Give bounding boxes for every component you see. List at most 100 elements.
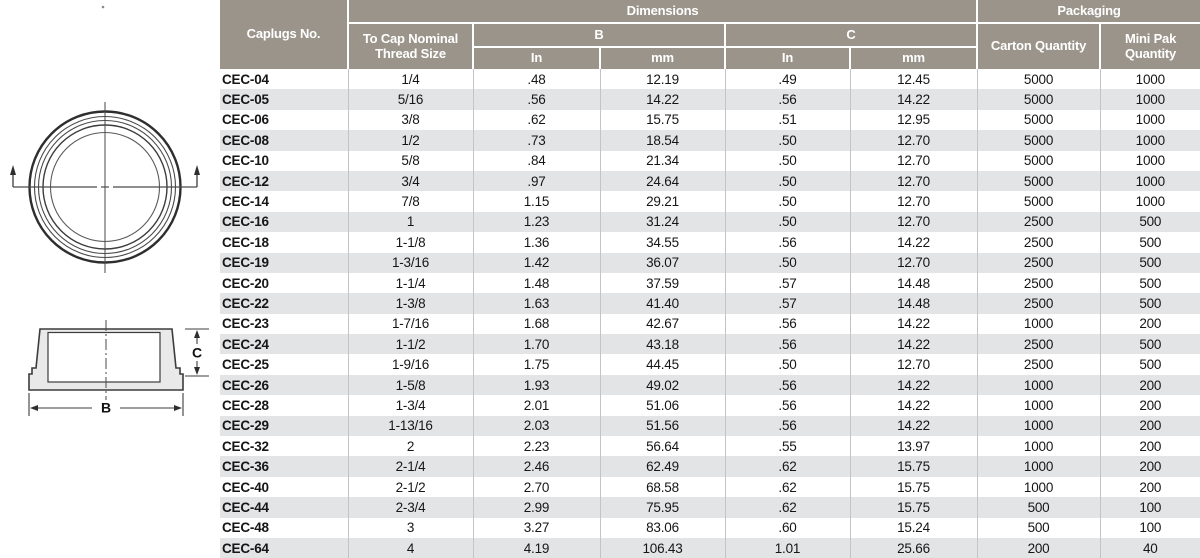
cell-carton: 2500	[976, 252, 1101, 273]
cell-b-mm: 43.18	[599, 334, 725, 355]
cap-top-view-diagram	[10, 5, 200, 273]
cell-thread: 1-7/16	[347, 313, 473, 335]
cell-mini-pak: 200	[1099, 415, 1200, 437]
cell-carton: 1000	[976, 436, 1101, 457]
cell-thread: 1-3/4	[347, 395, 473, 416]
cell-c-in: .55	[724, 436, 850, 457]
cell-thread: 1-13/16	[347, 415, 473, 437]
header-c-in: In	[725, 47, 851, 69]
cell-b-mm: 75.95	[599, 497, 725, 518]
cell-mini-pak: 1000	[1099, 69, 1200, 90]
table-row: CEC-19 1-3/16 1.42 36.07.50 12.70 2500 500	[220, 252, 1200, 273]
cell-mini-pak: 200	[1099, 436, 1200, 457]
cell-mini-pak: 40	[1099, 537, 1200, 558]
spec-table-header: Caplugs No. Dimensions Packaging To Cap …	[220, 0, 1200, 69]
cell-c-mm: 12.70	[849, 150, 978, 171]
cell-c-in: .50	[724, 170, 850, 192]
cell-thread: 1-1/8	[347, 232, 473, 253]
cell-mini-pak: 1000	[1099, 89, 1200, 110]
cell-thread: 5/8	[347, 150, 473, 171]
cell-b-in: 1.70	[472, 334, 600, 355]
cell-carton: 5000	[976, 130, 1101, 151]
cell-no: CEC-32	[222, 438, 269, 454]
cell-b-in: .56	[472, 89, 600, 110]
cell-b-in: .62	[472, 109, 600, 131]
table-row: CEC-48 3 3.27 83.06.60 15.24 500 100	[220, 517, 1200, 538]
cell-b-in: 1.15	[472, 191, 600, 212]
cell-no: CEC-64	[222, 540, 269, 556]
cell-carton: 1000	[976, 456, 1101, 477]
cell-b-mm: 62.49	[599, 456, 725, 477]
cell-carton: 5000	[976, 69, 1101, 90]
cell-thread: 1/2	[347, 130, 473, 151]
cell-no: CEC-06	[222, 112, 269, 128]
cell-c-in: .56	[724, 232, 850, 253]
cell-thread: 1-3/8	[347, 293, 473, 314]
header-carton-qty: Carton Quantity	[977, 23, 1102, 69]
cell-mini-pak: 1000	[1099, 170, 1200, 192]
cell-c-mm: 14.22	[849, 415, 978, 437]
cell-mini-pak: 200	[1099, 374, 1200, 396]
cell-no: CEC-25	[222, 357, 269, 373]
cell-no: CEC-20	[222, 275, 269, 291]
table-row: CEC-36 2-1/4 2.46 62.49.62 15.75 1000 200	[220, 456, 1200, 477]
cell-b-in: 3.27	[472, 517, 600, 538]
cell-c-mm: 12.70	[849, 170, 978, 192]
cell-no: CEC-44	[222, 499, 269, 515]
cell-c-mm: 12.70	[849, 354, 978, 375]
cell-c-in: .50	[724, 211, 850, 233]
cell-carton: 1000	[976, 313, 1101, 335]
cell-b-in: 1.63	[472, 293, 600, 314]
table-row: CEC-20 1-1/4 1.48 37.59.57 14.48 2500 500	[220, 272, 1200, 294]
cell-c-in: 1.01	[724, 537, 850, 558]
cell-c-in: .56	[724, 313, 850, 335]
header-b: B	[473, 23, 726, 48]
table-row: CEC-04 1/4.48 12.19.49 12.45 5000 1000	[220, 69, 1200, 90]
cell-mini-pak: 500	[1099, 211, 1200, 233]
cell-carton: 5000	[976, 89, 1101, 110]
table-row: CEC-44 2-3/4 2.99 75.95.62 15.75 500 100	[220, 497, 1200, 518]
cell-mini-pak: 100	[1099, 517, 1200, 538]
cell-no: CEC-40	[222, 479, 269, 495]
cell-no: CEC-14	[222, 194, 269, 210]
cell-mini-pak: 500	[1099, 354, 1200, 375]
table-row: CEC-22 1-3/8 1.63 41.40.57 14.48 2500 500	[220, 293, 1200, 314]
cell-c-in: .56	[724, 395, 850, 416]
table-row: CEC-26 1-5/8 1.93 49.02.56 14.22 1000 200	[220, 374, 1200, 396]
cell-b-mm: 31.24	[599, 211, 725, 233]
cell-no: CEC-05	[222, 92, 269, 108]
cell-c-mm: 15.75	[849, 476, 978, 498]
cell-b-mm: 14.22	[599, 89, 725, 110]
cell-b-in: 1.36	[472, 232, 600, 253]
cell-c-in: .50	[724, 130, 850, 151]
cell-c-in: .56	[724, 374, 850, 396]
cell-carton: 2500	[976, 354, 1101, 375]
cell-c-in: .56	[724, 415, 850, 437]
cell-b-in: 1.75	[472, 354, 600, 375]
table-row: CEC-12 3/4.97 24.64.50 12.70 5000 1000	[220, 170, 1200, 192]
cell-thread: 2-3/4	[347, 497, 473, 518]
cell-mini-pak: 500	[1099, 334, 1200, 355]
cell-carton: 2500	[976, 232, 1101, 253]
cell-c-mm: 12.70	[849, 130, 978, 151]
table-row: CEC-08 1/2.73 18.54.50 12.70 5000 1000	[220, 130, 1200, 151]
cell-b-mm: 51.06	[599, 395, 725, 416]
cell-b-mm: 51.56	[599, 415, 725, 437]
header-c-mm: mm	[850, 47, 979, 69]
cell-b-mm: 49.02	[599, 374, 725, 396]
cell-thread: 1-1/2	[347, 334, 473, 355]
cell-b-mm: 24.64	[599, 170, 725, 192]
table-row: CEC-25 1-9/16 1.75 44.45.50 12.70 2500 500	[220, 354, 1200, 375]
cell-c-in: .56	[724, 89, 850, 110]
cell-b-in: 1.68	[472, 313, 600, 335]
cell-carton: 2500	[976, 272, 1101, 294]
cell-carton: 1000	[976, 415, 1101, 437]
table-row: CEC-06 3/8.62 15.75.51 12.95 5000 1000	[220, 109, 1200, 131]
cell-mini-pak: 200	[1099, 313, 1200, 335]
cell-c-in: .50	[724, 354, 850, 375]
cell-b-mm: 18.54	[599, 130, 725, 151]
cell-c-in: .50	[724, 252, 850, 273]
header-thread-size: To Cap Nominal Thread Size	[348, 23, 474, 69]
cell-thread: 4	[347, 537, 473, 558]
spec-table-body: CEC-04 1/4.48 12.19.49 12.45 5000 1000 CEC-05 5…	[220, 69, 1200, 558]
